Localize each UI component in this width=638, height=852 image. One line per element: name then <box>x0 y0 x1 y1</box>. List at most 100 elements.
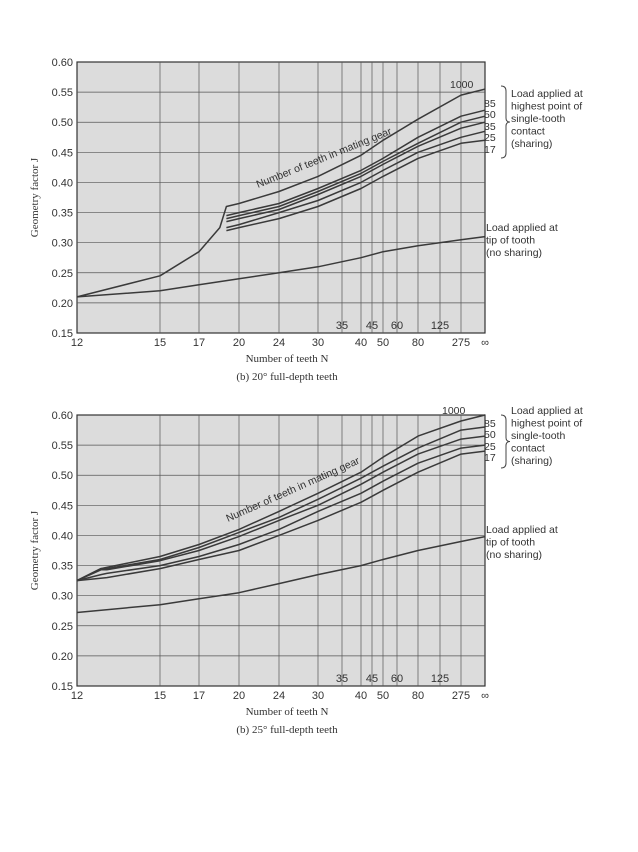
panel2-series-label: 17 <box>484 452 496 464</box>
panel1-caption: (b) 20° full-depth teeth <box>236 371 338 383</box>
panel1-y-tick-label: 0.40 <box>52 177 73 189</box>
panel2-inner-tick-label: 45 <box>366 673 378 685</box>
panel2-y-tick-label: 0.55 <box>52 440 73 452</box>
panel2-x-tick-label: 80 <box>412 690 424 702</box>
panel2-y-axis-label: Geometry factor J <box>29 510 41 590</box>
panel1-y-tick-label: 0.25 <box>52 268 73 280</box>
panel1-x-tick-label: 275 <box>452 337 470 349</box>
panel1-x-tick-label: 40 <box>355 337 367 349</box>
panel1-annotation-sharing-line: highest point of <box>511 101 582 113</box>
panel1-x-tick-label: 15 <box>154 337 166 349</box>
panel2-x-tick-label: 275 <box>452 690 470 702</box>
panel1-series-label: 25 <box>484 132 496 144</box>
panel1-plot-area <box>76 61 486 334</box>
panel1-series-label: 85 <box>484 98 496 110</box>
panel1-y-tick-label: 0.45 <box>52 147 73 159</box>
panel1-inner-tick-label: 60 <box>391 320 403 332</box>
panel2-x-tick-label: 30 <box>312 690 324 702</box>
panel2-annotation-no-sharing-line: tip of tooth <box>486 537 535 549</box>
panel2-y-tick-label: 0.20 <box>52 651 73 663</box>
panel1-annotation-sharing-line: single-tooth <box>511 113 565 125</box>
panel2-x-tick-label: 20 <box>233 690 245 702</box>
panel1-brace <box>500 85 511 159</box>
panel1-series-label: 35 <box>484 121 496 133</box>
panel2-series-line-50 <box>76 435 486 582</box>
panel1-y-tick-label: 0.20 <box>52 298 73 310</box>
panel2-y-tick-label: 0.45 <box>52 500 73 512</box>
panel2-annotation-no-sharing-line: Load applied at <box>486 524 558 536</box>
panel1-series-line-1000 <box>76 88 486 298</box>
panel2-brace <box>500 414 511 469</box>
panel2-x-tick-label: 12 <box>71 690 83 702</box>
panel1-x-tick-label: 17 <box>193 337 205 349</box>
panel1-series-line-17 <box>226 139 486 232</box>
panel1-y-tick-label: 0.60 <box>52 57 73 69</box>
panel2-y-tick-label: 0.60 <box>52 410 73 422</box>
panel2-x-axis-label: Number of teeth N <box>246 706 329 718</box>
panel2-series-line-tip <box>76 535 486 614</box>
panel1-inner-tick-label: 45 <box>366 320 378 332</box>
panel1-y-tick-label: 0.30 <box>52 238 73 250</box>
panel2-annotation-no-sharing-line: (no sharing) <box>486 549 542 561</box>
panel2-x-tick-label: 17 <box>193 690 205 702</box>
panel2-series-label: 25 <box>484 441 496 453</box>
panel2-inner-tick-label: 35 <box>336 673 348 685</box>
panel2-y-tick-label: 0.50 <box>52 470 73 482</box>
panel1-series-label: 50 <box>484 109 496 121</box>
panel1-annotation-no-sharing-line: Load applied at <box>486 222 558 234</box>
panel2-annotation-sharing-line: contact <box>511 443 545 455</box>
panel2-series-label: 1000 <box>442 405 466 417</box>
panel1-x-tick-label: 12 <box>71 337 83 349</box>
panel2-y-tick-label: 0.40 <box>52 530 73 542</box>
panel1-y-axis-label: Geometry factor J <box>29 157 41 237</box>
panel2-inner-tick-label: 60 <box>391 673 403 685</box>
panel1-x-tick-label: 20 <box>233 337 245 349</box>
panel1-annotation-no-sharing-line: tip of tooth <box>486 235 535 247</box>
panel2-series-label: 50 <box>484 429 496 441</box>
panel1-series-line-tip <box>76 235 486 298</box>
panel2-series-line-85 <box>76 426 486 582</box>
panel2-annotation-sharing-line: Load applied at <box>511 405 583 417</box>
panel2-x-tick-label: 50 <box>377 690 389 702</box>
panel2-series-label: 85 <box>484 418 496 430</box>
panel2-x-tick-label: 15 <box>154 690 166 702</box>
panel2-x-tick-label: ∞ <box>481 690 489 702</box>
panel1-series-line-50 <box>226 115 486 220</box>
panel1-x-tick-label: 80 <box>412 337 424 349</box>
panel1-annotation-sharing-line: contact <box>511 126 545 138</box>
panel1-x-tick-label: 30 <box>312 337 324 349</box>
panel1-annotation-sharing-line: Load applied at <box>511 88 583 100</box>
panel2-y-tick-label: 0.25 <box>52 621 73 633</box>
panel1-x-tick-label: 24 <box>273 337 285 349</box>
panel2-y-tick-label: 0.30 <box>52 591 73 603</box>
panel2-annotation-sharing-line: highest point of <box>511 418 582 430</box>
panel1-series-label: 17 <box>484 144 496 156</box>
panel2-annotation-sharing-line: single-tooth <box>511 430 565 442</box>
panel1-x-axis-label: Number of teeth N <box>246 353 329 365</box>
panel1-y-tick-label: 0.15 <box>52 328 73 340</box>
panel2-series-line-25 <box>76 444 486 582</box>
panel1-series-line-85 <box>226 109 486 217</box>
panel2-caption: (b) 25° full-depth teeth <box>236 724 338 736</box>
panel1-annotation-sharing-line: (sharing) <box>511 138 552 150</box>
panel2-plot-area <box>76 414 486 687</box>
panel1-inner-tick-label: 35 <box>336 320 348 332</box>
panel2-x-tick-label: 24 <box>273 690 285 702</box>
panel2-x-tick-label: 40 <box>355 690 367 702</box>
panel1-x-tick-label: 50 <box>377 337 389 349</box>
panel1-y-tick-label: 0.35 <box>52 208 73 220</box>
panel2-y-tick-label: 0.15 <box>52 681 73 693</box>
panel2-series-line-1000 <box>76 414 486 582</box>
panel1-x-tick-label: ∞ <box>481 337 489 349</box>
panel1-y-tick-label: 0.50 <box>52 117 73 129</box>
panel1-series-line-25 <box>226 130 486 229</box>
panel2-series-line-17 <box>76 450 486 582</box>
panel1-y-tick-label: 0.55 <box>52 87 73 99</box>
panel2-inner-tick-label: 125 <box>431 673 449 685</box>
panel1-series-label: 1000 <box>450 79 474 91</box>
panel1-inner-tick-label: 125 <box>431 320 449 332</box>
panel1-annotation-no-sharing-line: (no sharing) <box>486 247 542 259</box>
panel2-annotation-sharing-line: (sharing) <box>511 455 552 467</box>
panel1-series-line-35 <box>226 121 486 223</box>
